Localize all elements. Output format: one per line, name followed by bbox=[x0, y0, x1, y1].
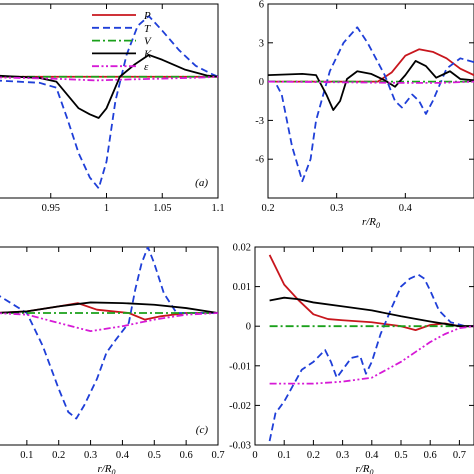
series-line-ε bbox=[269, 325, 474, 385]
x-tick-label: 0.6 bbox=[180, 450, 193, 461]
series-line-P bbox=[268, 48, 474, 83]
y-tick-label: -3 bbox=[255, 116, 264, 127]
y-tick-label: 6 bbox=[259, 0, 264, 11]
series-line-K bbox=[0, 301, 218, 314]
y-tick-label: -6 bbox=[255, 155, 264, 166]
x-axis-label: r/R0 bbox=[362, 216, 380, 230]
legend-label: P bbox=[143, 10, 151, 22]
x-tick-label: 0.3 bbox=[336, 450, 349, 461]
plot-frame bbox=[267, 3, 474, 199]
x-tick-label: 1.1 bbox=[211, 203, 224, 214]
x-tick-label: 0.4 bbox=[116, 450, 130, 461]
chart-panel-3: 0.1 0.2 0.3 0.4 0.5 0.6 0.7 r/R0 (c) bbox=[0, 246, 225, 474]
x-tick-label: 0 bbox=[252, 450, 257, 461]
x-tick-label: 0.2 bbox=[261, 203, 274, 214]
series-line-T bbox=[0, 247, 218, 420]
series-line-K bbox=[0, 54, 218, 119]
y-tick-label: -0.02 bbox=[229, 401, 251, 412]
legend-label: V bbox=[144, 36, 152, 48]
chart-panel-2: 0.2 0.3 0.4 -6 -3 0 3 6 r/R0 bbox=[255, 0, 474, 230]
x-tick-label: 1.05 bbox=[153, 203, 171, 214]
y-tick-label: 0.02 bbox=[233, 243, 251, 254]
y-tick-label: -0.03 bbox=[229, 441, 251, 452]
y-tick-label: -0.01 bbox=[229, 361, 251, 372]
x-tick-label: 0.7 bbox=[453, 450, 466, 461]
series-line-T bbox=[0, 15, 218, 190]
x-tick-label: 0.3 bbox=[330, 203, 343, 214]
panel-tag: (c) bbox=[196, 424, 209, 436]
chart-panel-4: 0 0.1 0.2 0.3 0.4 0.5 0.6 0.7 -0.03 -0.02 -0.01 0 0.… bbox=[229, 243, 474, 474]
series-line-K bbox=[269, 296, 474, 328]
series-group bbox=[0, 15, 218, 190]
x-axis-label: r/R0 bbox=[355, 463, 373, 474]
plot-frame bbox=[254, 246, 474, 446]
series-group bbox=[0, 247, 218, 420]
x-tick-label: 1 bbox=[104, 203, 109, 214]
x-tick-label: 0.5 bbox=[148, 450, 161, 461]
x-tick-label: 0.2 bbox=[307, 450, 320, 461]
panel-tag: (a) bbox=[195, 177, 208, 189]
series-line-T bbox=[268, 26, 474, 183]
x-tick-label: 0.6 bbox=[424, 450, 437, 461]
x-tick-label: 0.4 bbox=[365, 450, 379, 461]
series-line-K bbox=[268, 60, 474, 111]
series-line-T bbox=[268, 273, 474, 442]
x-tick-label: 0.5 bbox=[394, 450, 407, 461]
x-tick-label: 0.1 bbox=[20, 450, 33, 461]
series-group bbox=[268, 26, 474, 183]
x-tick-label: 0.3 bbox=[84, 450, 97, 461]
legend-label: T bbox=[144, 23, 151, 35]
y-tick-label: 3 bbox=[259, 38, 264, 49]
y-tick-label: 0 bbox=[246, 322, 251, 333]
x-tick-label: 0.4 bbox=[399, 203, 413, 214]
legend-label: ε bbox=[144, 61, 149, 73]
series-group bbox=[268, 254, 474, 442]
series-line-ε bbox=[0, 312, 218, 333]
x-tick-label: 0.7 bbox=[211, 450, 224, 461]
y-tick-label: 0 bbox=[259, 77, 264, 88]
x-tick-label: 0.1 bbox=[278, 450, 291, 461]
series-line-P bbox=[268, 254, 474, 332]
x-tick-label: 0.95 bbox=[42, 203, 60, 214]
series-line-ε bbox=[0, 75, 218, 82]
legend-label: K bbox=[143, 48, 152, 60]
plot-frame bbox=[0, 246, 219, 446]
y-tick-label: 0.01 bbox=[233, 282, 251, 293]
x-tick-label: 0.2 bbox=[52, 450, 65, 461]
x-axis-label: r/R0 bbox=[97, 463, 115, 474]
